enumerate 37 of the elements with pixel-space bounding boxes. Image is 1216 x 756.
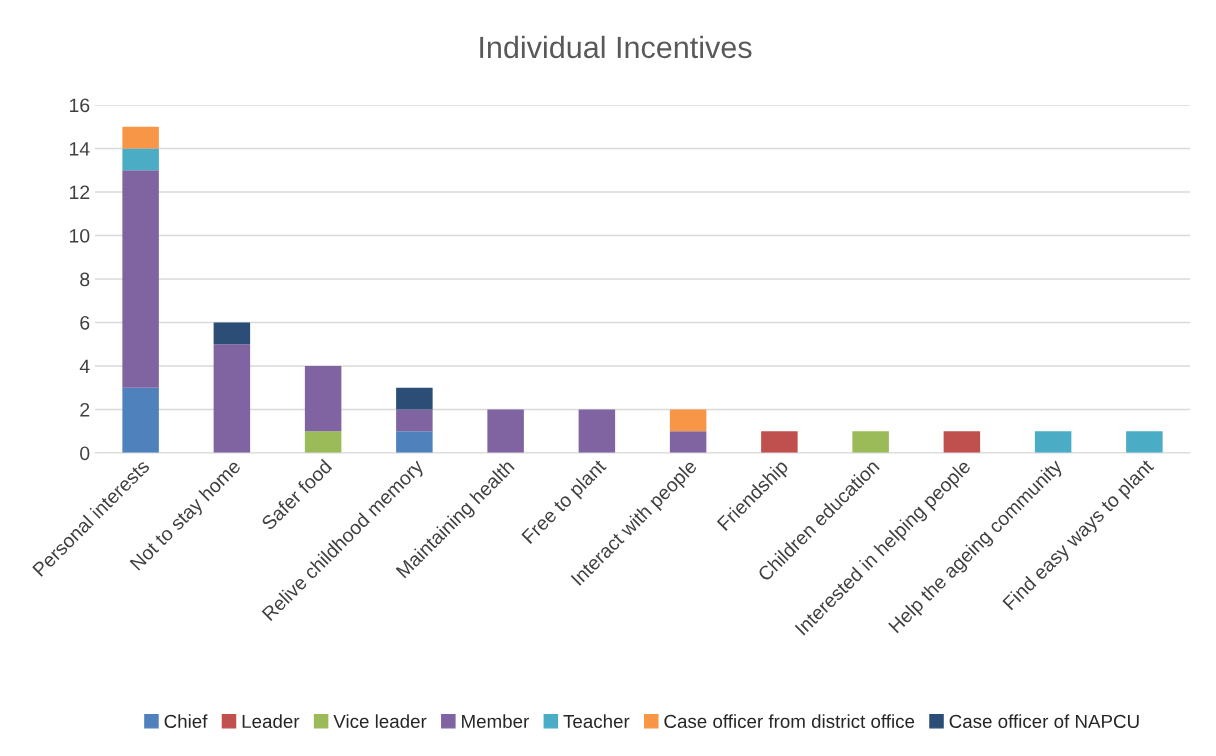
bar — [1126, 431, 1163, 453]
bar — [669, 409, 707, 432]
y-tick-label: 14 — [70, 142, 90, 156]
bar — [213, 344, 251, 453]
bar — [487, 409, 524, 453]
bar — [122, 387, 159, 453]
legend-label: Chief — [164, 714, 208, 729]
y-tick-label: 10 — [70, 228, 90, 243]
chart-title: Individual Incentives — [480, 35, 752, 59]
bar — [213, 322, 251, 345]
bar — [761, 431, 798, 453]
y-tick-label: 0 — [80, 446, 90, 461]
bar — [122, 170, 159, 388]
y-tick-label: 8 — [80, 272, 90, 287]
bar — [578, 409, 616, 453]
legend-label: Case officer from district office — [664, 714, 915, 729]
bar — [396, 431, 433, 453]
y-tick-label: 12 — [70, 185, 90, 200]
y-tick-label: 4 — [79, 359, 90, 374]
bar — [304, 366, 342, 432]
legend-label: Case officer of NAPCU — [949, 714, 1139, 729]
legend-label: Teacher — [563, 714, 630, 729]
y-tick-label: 6 — [80, 315, 90, 330]
bar — [122, 148, 159, 171]
legend-label: Member — [462, 714, 529, 729]
legend-label: Vice leader — [333, 714, 427, 729]
bar — [304, 431, 342, 453]
bar — [943, 431, 981, 453]
bar — [396, 409, 433, 432]
bar — [122, 126, 159, 149]
bar — [852, 431, 889, 453]
bar — [669, 431, 707, 453]
bar — [1034, 431, 1072, 453]
legend-label: Leader — [242, 714, 300, 729]
y-tick-label: 16 — [70, 98, 90, 113]
bar — [396, 387, 433, 410]
y-tick-label: 2 — [80, 402, 90, 417]
